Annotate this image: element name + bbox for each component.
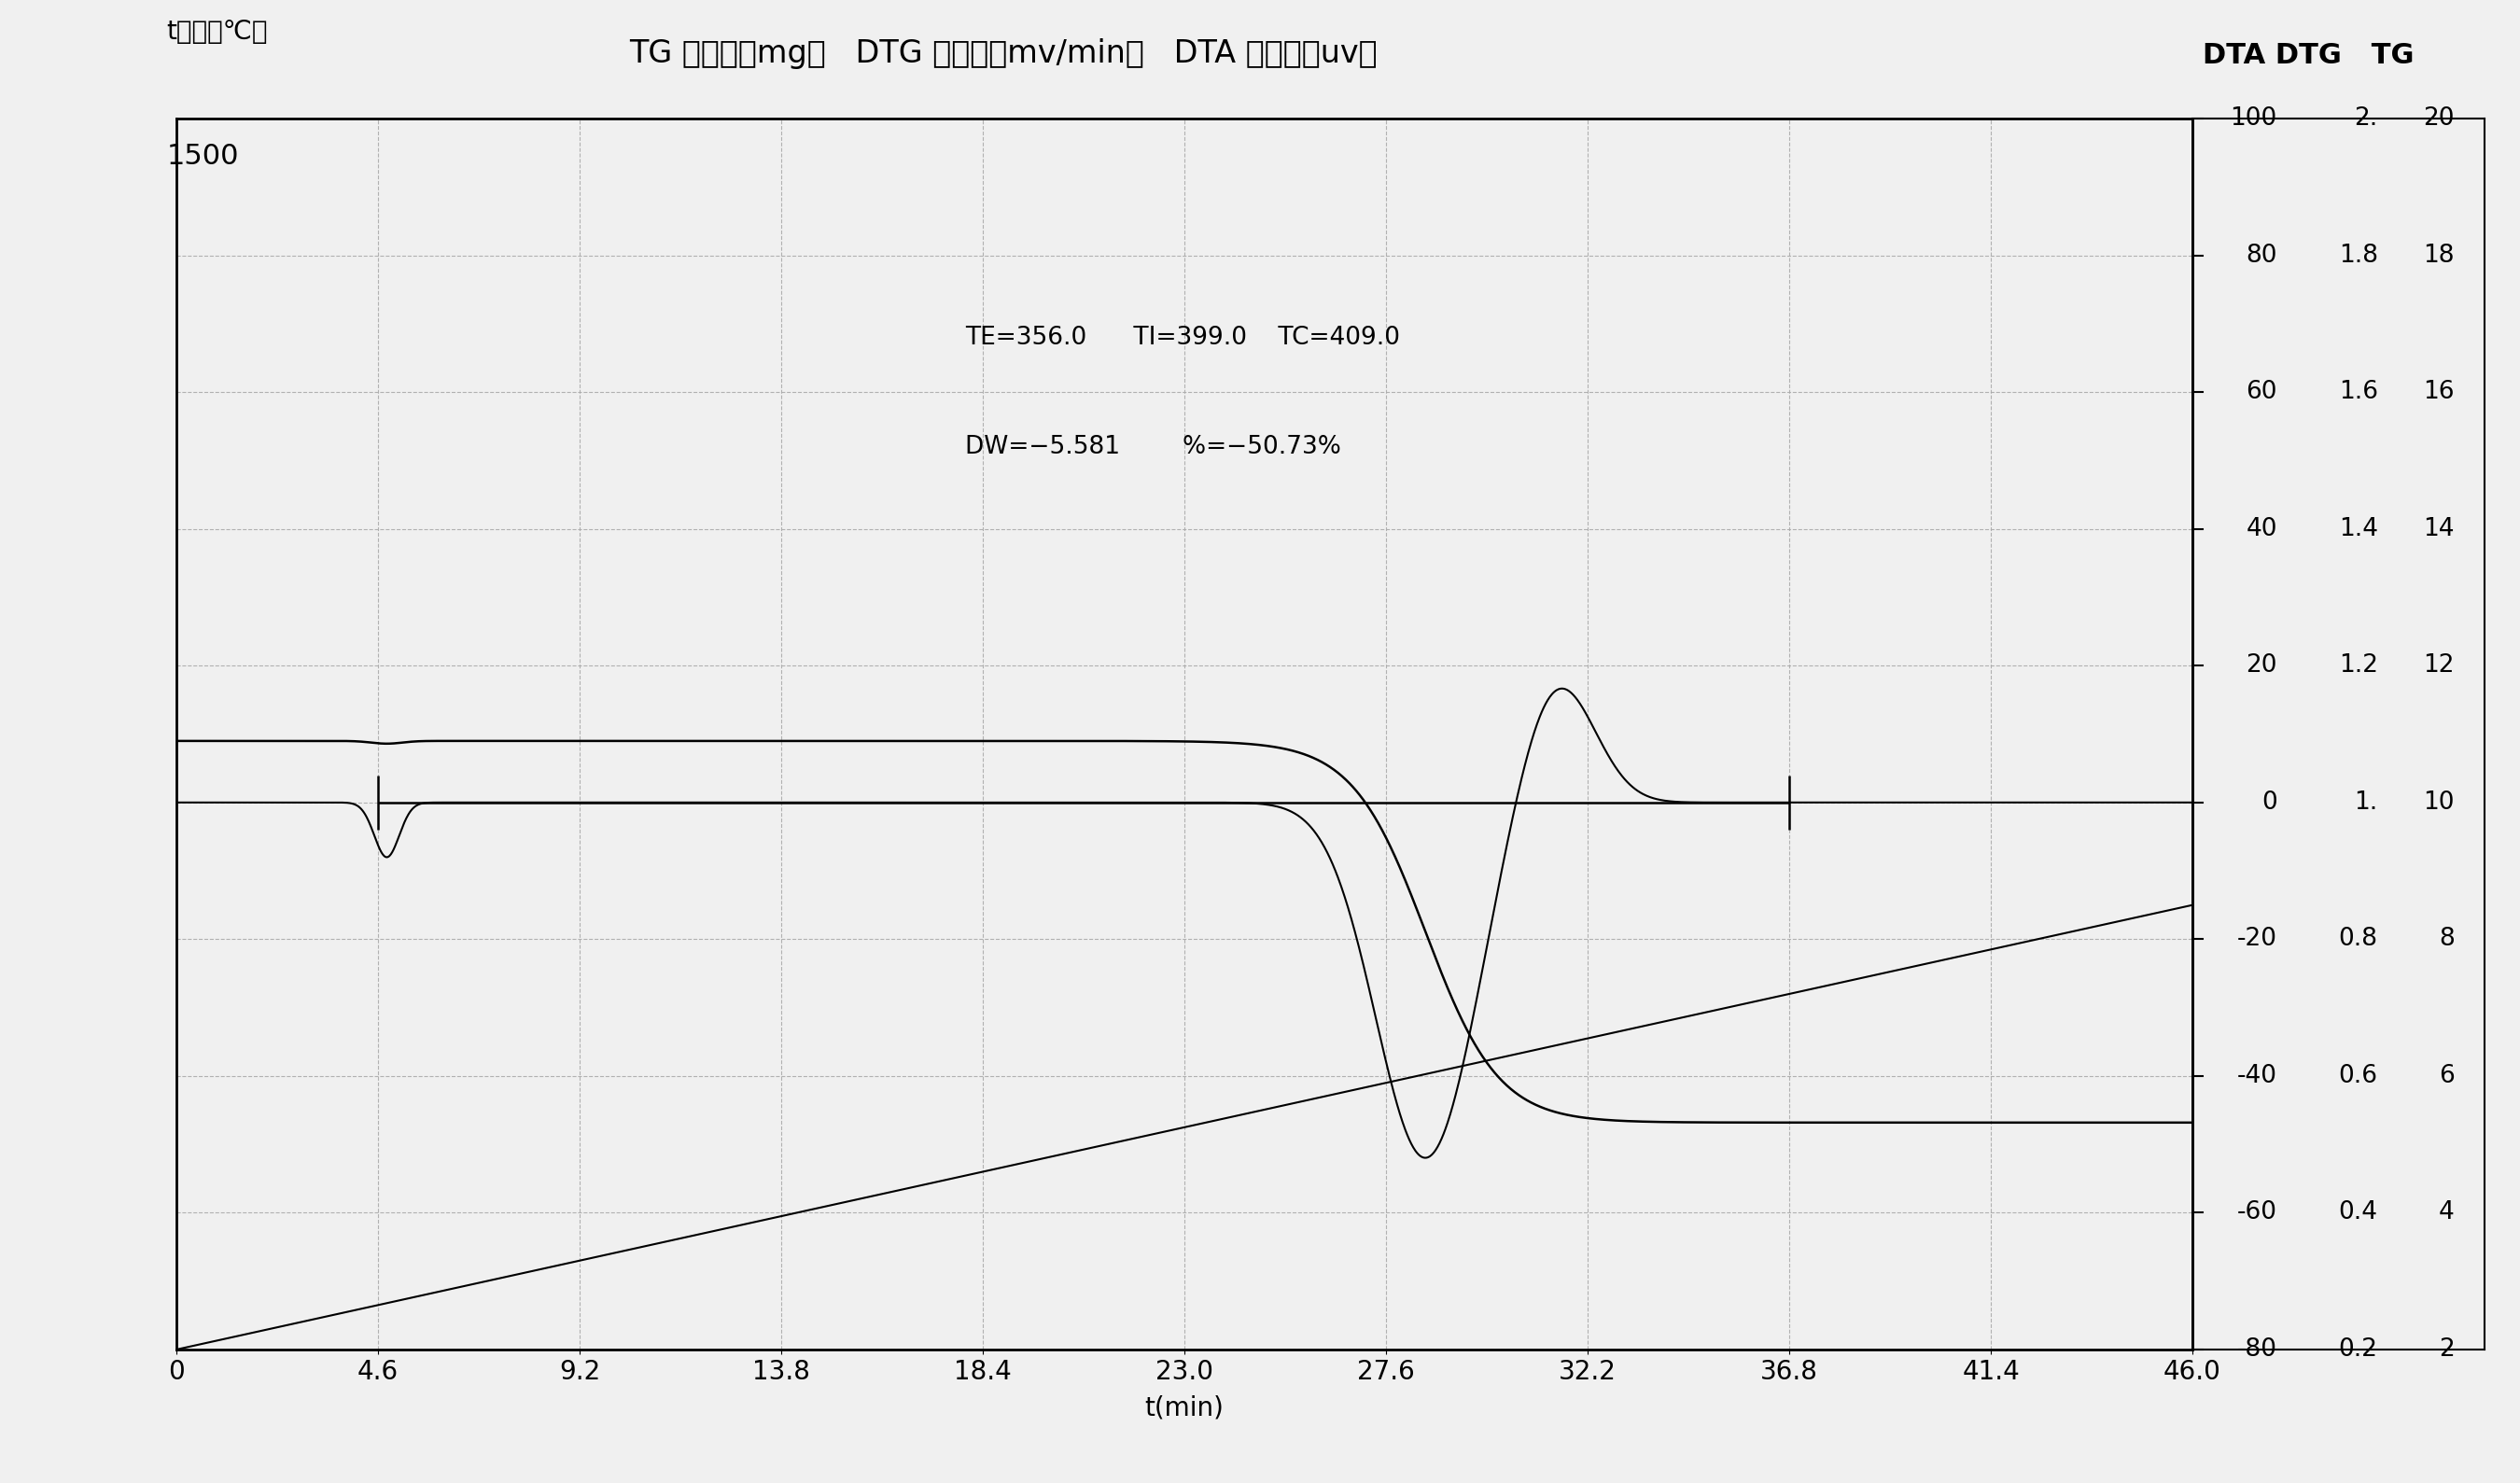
Text: 60: 60 bbox=[2245, 380, 2278, 405]
Text: 0.8: 0.8 bbox=[2339, 927, 2379, 952]
Text: 1.8: 1.8 bbox=[2339, 243, 2379, 267]
Text: 0.4: 0.4 bbox=[2339, 1201, 2379, 1225]
Text: 1.6: 1.6 bbox=[2339, 380, 2379, 405]
Text: TG 单位：《mg》   DTG 单位：《mv/min》   DTA 单位：《uv》: TG 单位：《mg》 DTG 单位：《mv/min》 DTA 单位：《uv》 bbox=[630, 39, 1376, 70]
Text: 20: 20 bbox=[2424, 107, 2454, 131]
Text: DTA DTG   TG: DTA DTG TG bbox=[2202, 43, 2414, 70]
Text: 100: 100 bbox=[2230, 107, 2278, 131]
Text: 1500: 1500 bbox=[166, 144, 239, 171]
Text: t《温度℃》: t《温度℃》 bbox=[166, 19, 267, 44]
Text: 2: 2 bbox=[2439, 1338, 2454, 1361]
Text: 0: 0 bbox=[2260, 790, 2278, 814]
Text: -40: -40 bbox=[2238, 1063, 2278, 1089]
Text: 16: 16 bbox=[2424, 380, 2454, 405]
Text: 1.4: 1.4 bbox=[2339, 516, 2379, 541]
Text: 10: 10 bbox=[2424, 790, 2454, 814]
Text: 2.: 2. bbox=[2354, 107, 2379, 131]
Text: -80: -80 bbox=[2238, 1338, 2278, 1361]
Text: 4: 4 bbox=[2439, 1201, 2454, 1225]
Text: 1.: 1. bbox=[2354, 790, 2379, 814]
Text: 0.2: 0.2 bbox=[2339, 1338, 2379, 1361]
Text: 8: 8 bbox=[2439, 927, 2454, 952]
Text: 80: 80 bbox=[2245, 243, 2278, 267]
Text: 18: 18 bbox=[2424, 243, 2454, 267]
Text: TE=356.0      TI=399.0    TC=409.0: TE=356.0 TI=399.0 TC=409.0 bbox=[965, 325, 1401, 350]
Text: 20: 20 bbox=[2245, 654, 2278, 678]
Text: -20: -20 bbox=[2238, 927, 2278, 952]
Text: 12: 12 bbox=[2424, 654, 2454, 678]
Text: 40: 40 bbox=[2245, 516, 2278, 541]
Text: 0.6: 0.6 bbox=[2339, 1063, 2379, 1089]
X-axis label: t(min): t(min) bbox=[1144, 1396, 1225, 1421]
Text: 6: 6 bbox=[2439, 1063, 2454, 1089]
Text: DW=−5.581        %=−50.73%: DW=−5.581 %=−50.73% bbox=[965, 435, 1341, 460]
Text: 14: 14 bbox=[2424, 516, 2454, 541]
Text: -60: -60 bbox=[2238, 1201, 2278, 1225]
Text: 1.2: 1.2 bbox=[2339, 654, 2379, 678]
